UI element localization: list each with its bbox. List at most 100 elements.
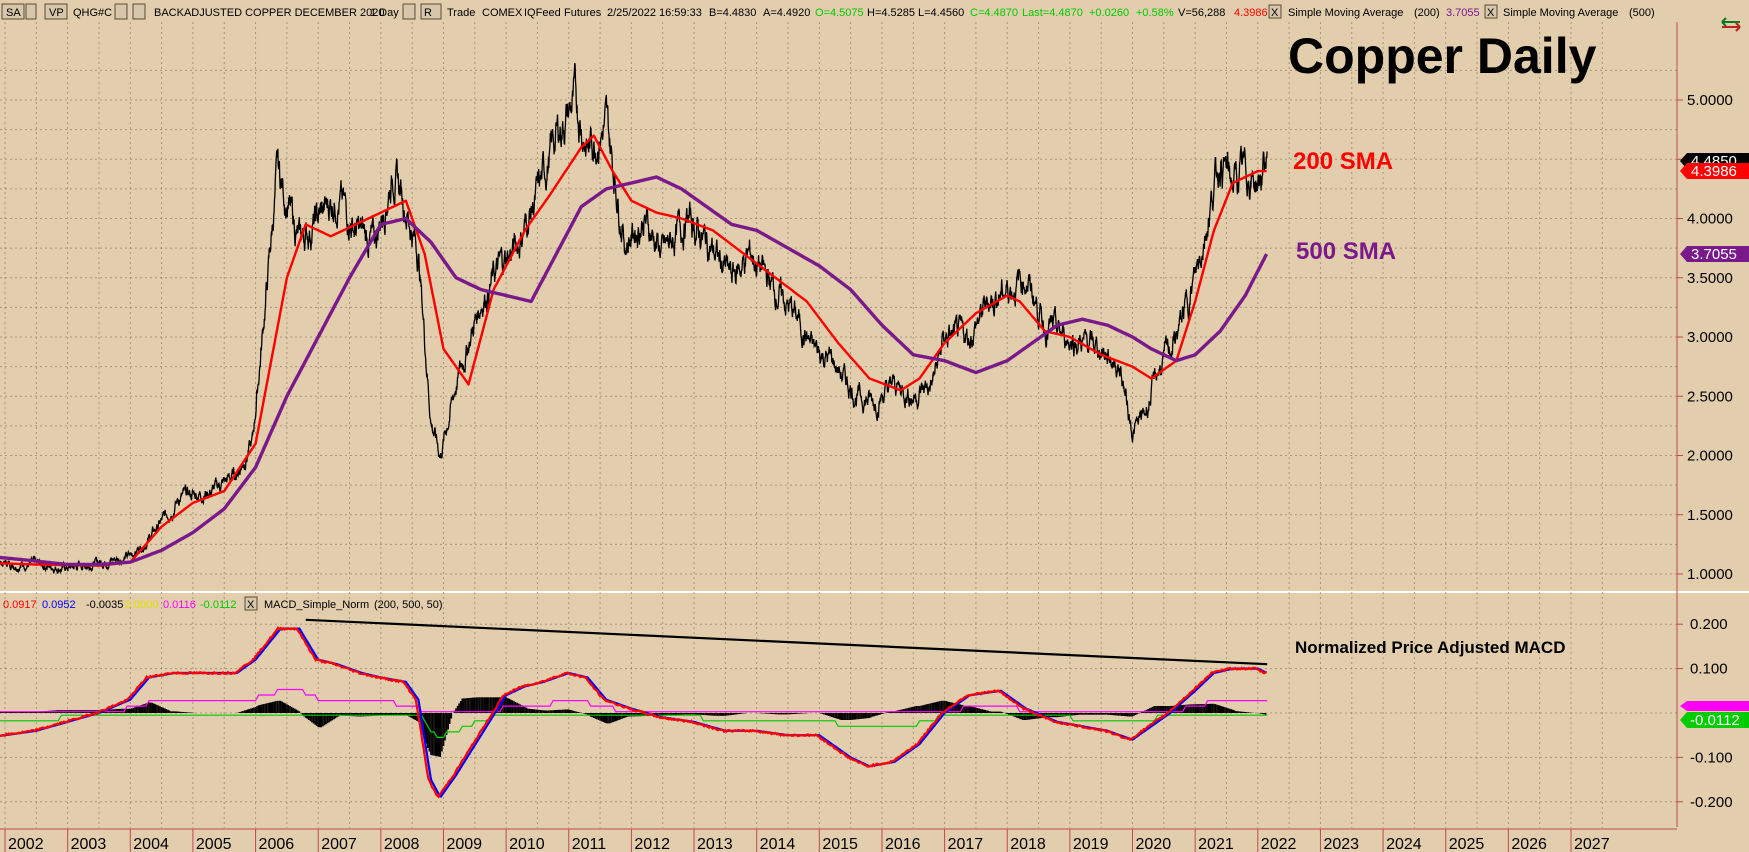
macd-params-label: (200, 500, 50) [374, 599, 443, 611]
year-tick-label: 2014 [760, 836, 796, 852]
sa-dropdown-button[interactable] [25, 3, 37, 20]
header-bar: SA VP QHG#C BACKADJUSTED COPPER DECEMBER… [1, 3, 1655, 20]
year-tick-label: 2012 [634, 836, 670, 852]
macd-value-5: 0.0116 [163, 599, 196, 611]
last-label: Last=4.4870 [1022, 7, 1083, 19]
year-tick-label: 2016 [885, 836, 921, 852]
sma500-close-button[interactable] [1484, 4, 1498, 19]
year-tick-label: 2003 [71, 836, 107, 852]
sma200-params-label: (200) [1414, 7, 1440, 19]
year-tick-label: 2026 [1511, 836, 1547, 852]
price-tick-label: 5.0000 [1687, 92, 1733, 109]
sma500-study-label: Simple Moving Average [1503, 7, 1618, 19]
sma500-close-icon: X [1487, 7, 1495, 19]
macd-green-line [0, 714, 1268, 738]
sma500-params-label: (500) [1629, 7, 1655, 19]
sma200-close-icon: X [1271, 7, 1279, 19]
datetime-label: 2/25/2022 16:59:33 [607, 7, 702, 19]
corner-arrows-icon[interactable] [1721, 17, 1741, 32]
close-label: C=4.4870 [970, 7, 1018, 19]
sma500-header-value: 3.7055 [1446, 7, 1480, 19]
price-tick-label: 1.0000 [1687, 566, 1733, 583]
description-label: BACKADJUSTED COPPER DECEMBER 2020 [154, 7, 384, 19]
year-tick-label: 2006 [259, 836, 295, 852]
macd-value-1: 0.0917 [3, 599, 37, 611]
price-line [0, 62, 1268, 575]
year-tick-label: 2021 [1198, 836, 1234, 852]
sma500-price-tag-label: 3.7055 [1691, 246, 1737, 263]
price-tick-label: 1.5000 [1687, 507, 1733, 524]
macd-tick-label: -0.100 [1690, 749, 1733, 766]
ask-label: A=4.4920 [763, 7, 810, 19]
sma200-close-button[interactable] [1268, 4, 1282, 19]
macd-close-button[interactable] [244, 596, 258, 611]
trade-label: Trade [447, 7, 475, 19]
macd-value-3: -0.0035 [86, 599, 123, 611]
macd-close-icon: X [247, 599, 255, 611]
year-tick-label: 2018 [1010, 836, 1046, 852]
grid-layer [0, 22, 1677, 828]
macd-value-4: 0.0000 [125, 599, 159, 611]
symbol-label: QHG#C [73, 7, 112, 19]
macd-value-6: -0.0112 [200, 599, 237, 611]
series-layer [0, 62, 1269, 799]
type-label: Futures [564, 7, 602, 19]
sma200-study-label: Simple Moving Average [1288, 7, 1403, 19]
vp-button[interactable] [44, 3, 68, 20]
sma500-price-tag: 3.7055 [1680, 246, 1749, 263]
year-tick-label: 2007 [321, 836, 357, 852]
macd-header: 0.0917 0.0952 -0.0035 0.0000 0.0116 -0.0… [3, 596, 443, 611]
year-tick-label: 2022 [1261, 836, 1297, 852]
macd-last-tag-label: -0.0112 [1690, 712, 1740, 729]
macd-magenta-line [0, 688, 1268, 713]
sma500-annotation: 500 SMA [1296, 238, 1396, 265]
year-tick-label: 2008 [384, 836, 420, 852]
sa-label: SA [6, 7, 21, 19]
year-tick-label: 2010 [509, 836, 545, 852]
macd-tick-label: 0.200 [1690, 616, 1728, 633]
sma200-price-tag: 4.3986 [1680, 163, 1749, 180]
year-tick-label: 2024 [1386, 836, 1422, 852]
year-tick-label: 2004 [133, 836, 169, 852]
year-tick-label: 2027 [1574, 836, 1610, 852]
year-tick-label: 2011 [572, 836, 607, 852]
price-tick-label: 3.5000 [1687, 270, 1733, 287]
vp-label: VP [49, 7, 64, 19]
year-tick-label: 2025 [1449, 836, 1485, 852]
year-tick-label: 2019 [1073, 836, 1109, 852]
change-pct-label: +0.58% [1136, 7, 1174, 19]
chart-title: Copper Daily [1288, 28, 1597, 84]
price-tick-label: 2.5000 [1687, 388, 1733, 405]
interval-dropdown-button[interactable] [402, 3, 416, 20]
macd-last-tag: -0.0112 [1680, 712, 1749, 729]
price-tick-label: 3.0000 [1687, 329, 1733, 346]
macd-value-2: 0.0952 [42, 599, 76, 611]
price-tick-label: 2.0000 [1687, 448, 1733, 465]
low-label: L=4.4560 [918, 7, 964, 19]
high-label: H=4.5285 [867, 7, 915, 19]
feed-label: IQFeed [524, 7, 561, 19]
sma200-price-tag-label: 4.3986 [1691, 163, 1737, 180]
macd-red-line [0, 626, 1267, 799]
macd-magenta-tag [1680, 701, 1749, 711]
year-tick-label: 2020 [1136, 836, 1172, 852]
year-tick-label: 2013 [697, 836, 733, 852]
r-button[interactable] [420, 3, 442, 20]
macd-tick-label: -0.200 [1690, 794, 1733, 811]
r-label: R [424, 7, 432, 19]
macd-study-label: MACD_Simple_Norm [264, 599, 369, 611]
year-tick-label: 2023 [1323, 836, 1359, 852]
change-label: +0.0260 [1089, 7, 1129, 19]
open-label: O=4.5075 [815, 7, 864, 19]
bid-label: B=4.4830 [709, 7, 756, 19]
axis-layer: 2002 2003 2004 2005 2006 2007 2008 2009 2010 2011… [4, 92, 1733, 852]
volume-label: V=56,288 [1178, 7, 1225, 19]
symbol-dropdown-button[interactable] [114, 3, 128, 20]
sa-button[interactable] [1, 3, 25, 20]
year-tick-label: 2005 [196, 836, 232, 852]
interval-label: 1 Day [370, 7, 399, 19]
macd-trendline [305, 618, 1268, 666]
options-button[interactable] [132, 3, 146, 20]
year-tick-label: 2015 [822, 836, 858, 852]
